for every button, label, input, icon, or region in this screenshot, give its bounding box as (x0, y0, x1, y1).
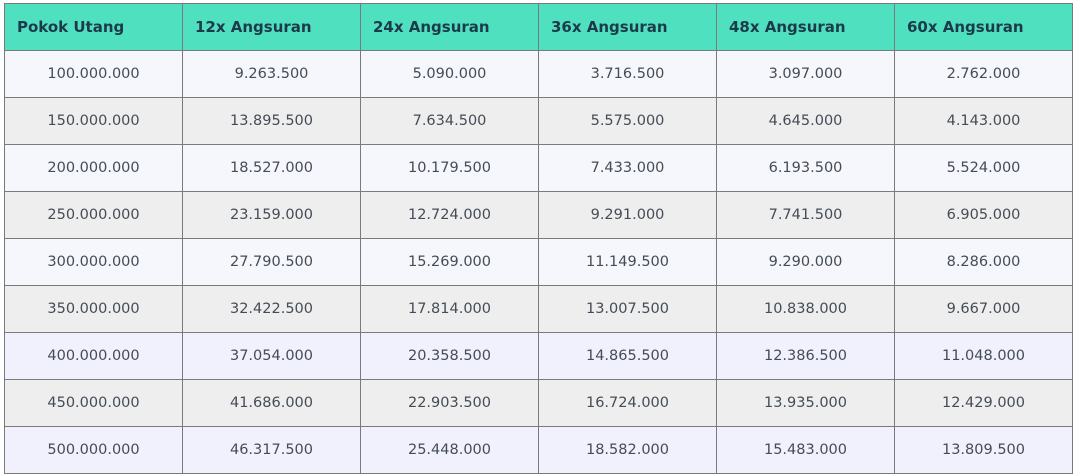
table-row: 350.000.000 32.422.500 17.814.000 13.007… (4, 285, 1073, 333)
cell-36x: 11.149.500 (538, 238, 717, 286)
cell-12x: 46.317.500 (182, 426, 361, 474)
table-header: Pokok Utang 12x Angsuran 24x Angsuran 36… (4, 3, 1073, 51)
cell-36x: 9.291.000 (538, 191, 717, 239)
cell-60x: 4.143.000 (894, 97, 1073, 145)
table-row: 300.000.000 27.790.500 15.269.000 11.149… (4, 238, 1073, 286)
cell-12x: 18.527.000 (182, 144, 361, 192)
header-60x-angsuran: 60x Angsuran (894, 3, 1073, 51)
cell-12x: 41.686.000 (182, 379, 361, 427)
cell-24x: 10.179.500 (360, 144, 539, 192)
cell-60x: 11.048.000 (894, 332, 1073, 380)
header-36x-angsuran: 36x Angsuran (538, 3, 717, 51)
header-row: Pokok Utang 12x Angsuran 24x Angsuran 36… (4, 3, 1073, 51)
cell-60x: 12.429.000 (894, 379, 1073, 427)
table-row: 400.000.000 37.054.000 20.358.500 14.865… (4, 332, 1073, 380)
cell-pokok-utang: 250.000.000 (4, 191, 183, 239)
cell-pokok-utang: 500.000.000 (4, 426, 183, 474)
cell-60x: 13.809.500 (894, 426, 1073, 474)
cell-60x: 5.524.000 (894, 144, 1073, 192)
header-12x-angsuran: 12x Angsuran (182, 3, 361, 51)
cell-48x: 10.838.000 (716, 285, 895, 333)
cell-24x: 12.724.000 (360, 191, 539, 239)
cell-pokok-utang: 300.000.000 (4, 238, 183, 286)
cell-pokok-utang: 400.000.000 (4, 332, 183, 380)
cell-24x: 15.269.000 (360, 238, 539, 286)
cell-48x: 15.483.000 (716, 426, 895, 474)
cell-12x: 37.054.000 (182, 332, 361, 380)
table-row: 150.000.000 13.895.500 7.634.500 5.575.0… (4, 97, 1073, 145)
cell-pokok-utang: 200.000.000 (4, 144, 183, 192)
cell-24x: 22.903.500 (360, 379, 539, 427)
cell-12x: 13.895.500 (182, 97, 361, 145)
cell-36x: 5.575.000 (538, 97, 717, 145)
cell-12x: 23.159.000 (182, 191, 361, 239)
installment-table-container: Pokok Utang 12x Angsuran 24x Angsuran 36… (4, 3, 1073, 474)
installment-table: Pokok Utang 12x Angsuran 24x Angsuran 36… (4, 3, 1073, 474)
header-24x-angsuran: 24x Angsuran (360, 3, 539, 51)
cell-36x: 7.433.000 (538, 144, 717, 192)
cell-36x: 3.716.500 (538, 50, 717, 98)
cell-pokok-utang: 150.000.000 (4, 97, 183, 145)
cell-60x: 6.905.000 (894, 191, 1073, 239)
cell-36x: 18.582.000 (538, 426, 717, 474)
cell-48x: 9.290.000 (716, 238, 895, 286)
cell-24x: 20.358.500 (360, 332, 539, 380)
cell-pokok-utang: 100.000.000 (4, 50, 183, 98)
header-pokok-utang: Pokok Utang (4, 3, 183, 51)
cell-60x: 8.286.000 (894, 238, 1073, 286)
header-48x-angsuran: 48x Angsuran (716, 3, 895, 51)
cell-12x: 9.263.500 (182, 50, 361, 98)
table-row: 250.000.000 23.159.000 12.724.000 9.291.… (4, 191, 1073, 239)
table-row: 450.000.000 41.686.000 22.903.500 16.724… (4, 379, 1073, 427)
cell-24x: 7.634.500 (360, 97, 539, 145)
cell-60x: 2.762.000 (894, 50, 1073, 98)
cell-24x: 25.448.000 (360, 426, 539, 474)
cell-24x: 17.814.000 (360, 285, 539, 333)
cell-12x: 32.422.500 (182, 285, 361, 333)
cell-48x: 3.097.000 (716, 50, 895, 98)
cell-pokok-utang: 350.000.000 (4, 285, 183, 333)
cell-36x: 16.724.000 (538, 379, 717, 427)
cell-48x: 12.386.500 (716, 332, 895, 380)
table-row: 100.000.000 9.263.500 5.090.000 3.716.50… (4, 50, 1073, 98)
table-body: 100.000.000 9.263.500 5.090.000 3.716.50… (4, 50, 1073, 474)
cell-48x: 4.645.000 (716, 97, 895, 145)
table-row: 200.000.000 18.527.000 10.179.500 7.433.… (4, 144, 1073, 192)
cell-24x: 5.090.000 (360, 50, 539, 98)
cell-12x: 27.790.500 (182, 238, 361, 286)
table-row: 500.000.000 46.317.500 25.448.000 18.582… (4, 426, 1073, 474)
cell-48x: 13.935.000 (716, 379, 895, 427)
cell-pokok-utang: 450.000.000 (4, 379, 183, 427)
cell-36x: 14.865.500 (538, 332, 717, 380)
cell-60x: 9.667.000 (894, 285, 1073, 333)
cell-48x: 7.741.500 (716, 191, 895, 239)
cell-36x: 13.007.500 (538, 285, 717, 333)
cell-48x: 6.193.500 (716, 144, 895, 192)
